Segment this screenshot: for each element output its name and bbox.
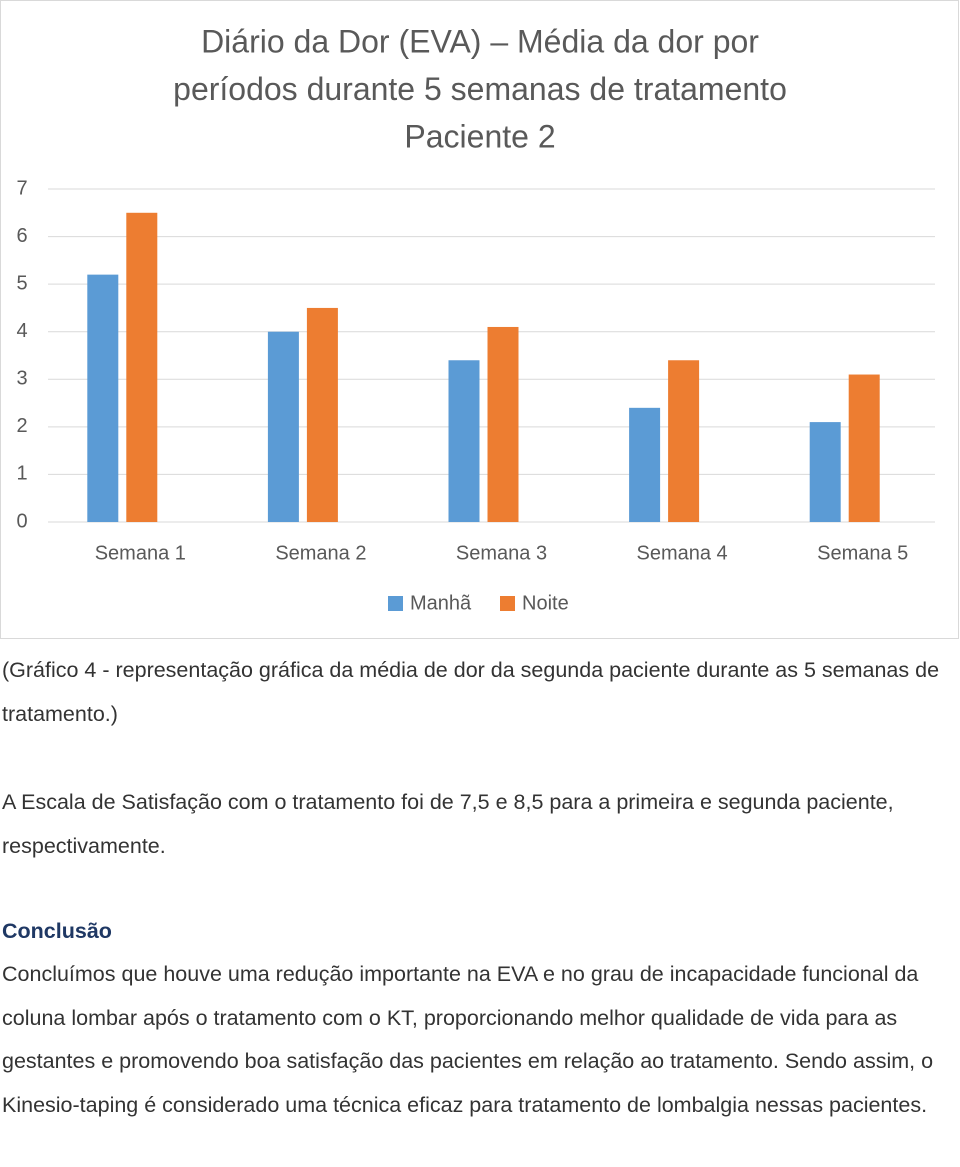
y-tick-label: 6 bbox=[16, 225, 27, 247]
paragraph: A Escala de Satisfação com o tratamento … bbox=[2, 790, 894, 858]
x-tick-label: Semana 5 bbox=[817, 542, 908, 564]
bar bbox=[87, 274, 119, 522]
bar bbox=[487, 326, 519, 522]
chart-border bbox=[0, 0, 959, 639]
x-tick-label: Semana 4 bbox=[637, 542, 728, 564]
bar bbox=[306, 307, 338, 522]
y-tick-label: 2 bbox=[16, 415, 27, 437]
legend-swatch bbox=[388, 596, 403, 611]
chart-title: Paciente 2 bbox=[404, 118, 555, 154]
caption: (Gráfico 4 - representação gráfica da mé… bbox=[2, 658, 940, 726]
x-tick-label: Semana 1 bbox=[95, 542, 186, 564]
y-tick-label: 1 bbox=[16, 463, 27, 485]
conclusion-text: Concluímos que houve uma redução importa… bbox=[2, 962, 934, 1118]
bar bbox=[629, 407, 661, 522]
y-tick-label: 0 bbox=[16, 510, 27, 532]
y-tick-label: 4 bbox=[16, 320, 27, 342]
bar bbox=[848, 374, 880, 522]
chart-title: Diário da Dor (EVA) – Média da dor por bbox=[201, 23, 759, 59]
conclusion-heading: Conclusão bbox=[2, 919, 112, 943]
bar bbox=[267, 331, 299, 522]
bar bbox=[448, 360, 480, 522]
legend-label: Noite bbox=[522, 592, 569, 614]
y-tick-label: 5 bbox=[16, 272, 27, 294]
y-tick-label: 7 bbox=[16, 177, 27, 199]
x-tick-label: Semana 3 bbox=[456, 542, 547, 564]
bar bbox=[668, 360, 700, 522]
chart-title: períodos durante 5 semanas de tratamento bbox=[173, 71, 787, 107]
x-tick-label: Semana 2 bbox=[275, 542, 366, 564]
bar bbox=[126, 212, 158, 523]
legend-swatch bbox=[500, 596, 515, 611]
y-tick-label: 3 bbox=[16, 368, 27, 390]
legend-label: Manhã bbox=[410, 592, 472, 614]
chart: Diário da Dor (EVA) – Média da dor por pe… bbox=[0, 0, 959, 639]
bar bbox=[809, 422, 841, 522]
